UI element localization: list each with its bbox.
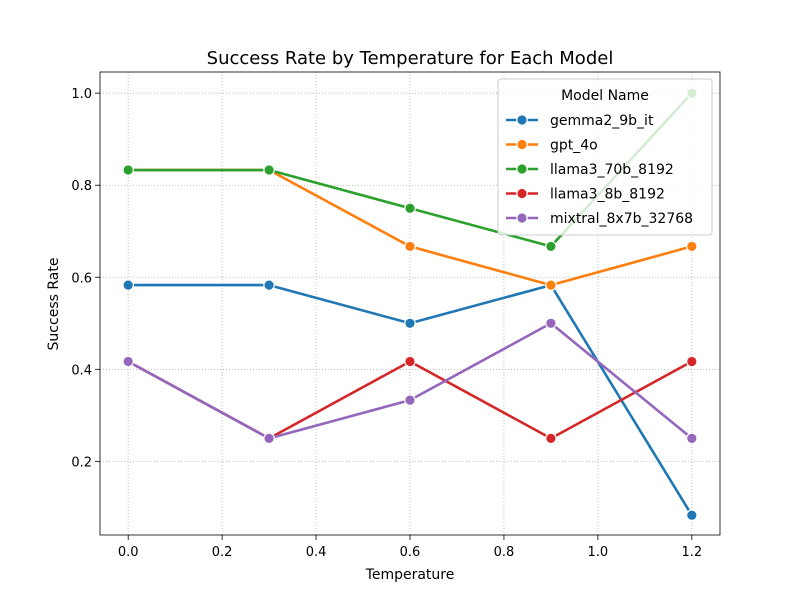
data-point	[122, 164, 134, 176]
data-point	[404, 355, 416, 368]
x-tick-label: 0.2	[212, 545, 233, 560]
data-point	[545, 279, 557, 291]
legend-label: mixtral_8x7b_32768	[550, 211, 693, 227]
data-point	[686, 509, 698, 522]
legend-entry: gemma2_9b_it	[506, 113, 654, 129]
legend-label: llama3_70b_8192	[550, 162, 674, 178]
legend-box	[497, 78, 713, 236]
data-point	[404, 394, 416, 406]
legend-marker	[516, 138, 528, 151]
legend-entry: mixtral_8x7b_32768	[506, 211, 693, 227]
series-line	[126, 321, 694, 440]
x-tick-label: 0.0	[118, 545, 139, 560]
y-tick-label: 1.0	[71, 87, 92, 102]
legend-entry: gpt_4o	[506, 138, 598, 154]
data-point	[263, 432, 275, 445]
legend-entries: gemma2_9b_it gpt_4o llama3_70b_8192 llama3_…	[506, 113, 693, 227]
data-point	[122, 279, 134, 291]
x-axis-label: Temperature	[365, 567, 455, 583]
x-tick-label: 0.4	[306, 545, 327, 560]
legend-marker	[516, 163, 528, 175]
series-mixtral_8x7b_32768	[122, 317, 698, 445]
data-point	[545, 317, 557, 330]
x-tick-label: 1.2	[681, 545, 702, 560]
data-point	[404, 202, 416, 215]
ticks: 0.0 0.2 0.4 0.6 0.8 1.0 1.2 0.2 0.4 0.6 0.8 1.0	[71, 87, 702, 560]
y-tick-label: 0.6	[71, 271, 92, 286]
x-tick-label: 1.0	[588, 545, 609, 560]
y-tick-label: 0.4	[71, 363, 92, 378]
y-tick-label: 0.2	[71, 455, 92, 470]
legend-entry: llama3_70b_8192	[506, 162, 674, 178]
series-layer	[122, 87, 698, 522]
legend-label: gemma2_9b_it	[550, 113, 654, 129]
legend-label: gpt_4o	[550, 138, 598, 154]
legend-entry: llama3_8b_8192	[506, 187, 665, 203]
legend-marker	[516, 114, 528, 126]
data-point	[404, 240, 416, 253]
data-point	[263, 164, 275, 176]
data-point	[545, 240, 557, 253]
legend-marker	[516, 212, 528, 224]
legend: Model Name gemma2_9b_it gpt_4o llama3_70b_…	[497, 78, 713, 236]
legend-label: llama3_8b_8192	[550, 187, 665, 203]
y-axis-label: Success Rate	[46, 258, 62, 351]
x-tick-label: 0.8	[494, 545, 515, 560]
data-point	[122, 355, 134, 368]
legend-marker	[516, 187, 528, 200]
data-point	[545, 432, 557, 445]
data-point	[686, 432, 698, 445]
data-point	[263, 279, 275, 291]
data-point	[686, 240, 698, 253]
x-tick-label: 0.6	[400, 545, 421, 560]
chart-title: Success Rate by Temperature for Each Mod…	[207, 48, 614, 69]
data-point	[404, 317, 416, 330]
y-tick-label: 0.8	[71, 179, 92, 194]
legend-title: Model Name	[561, 88, 649, 104]
data-point	[686, 355, 698, 368]
